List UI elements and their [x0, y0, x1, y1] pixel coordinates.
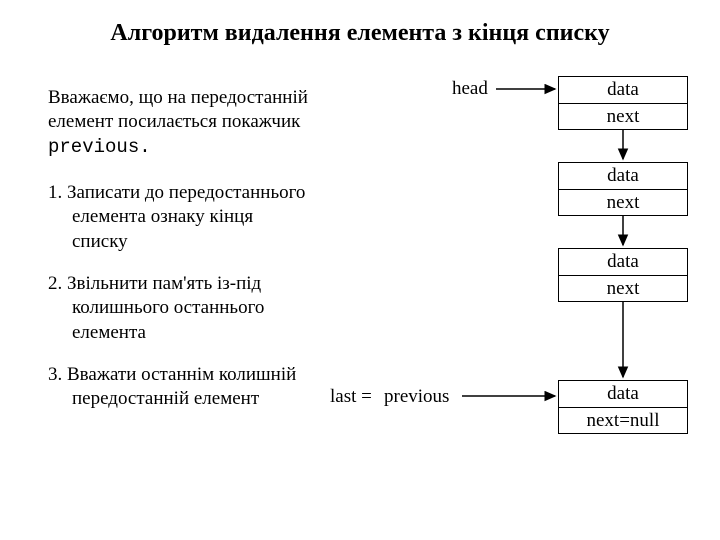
intro-paragraph: Вважаємо, що на передостанній елемент по… [48, 86, 378, 159]
last-eq-label: last = [330, 386, 372, 408]
step-1-line2: елемента ознаку кінця [48, 205, 378, 229]
step-1-line1: 1. Записати до передостаннього [48, 181, 378, 205]
text-column: Вважаємо, що на передостанній елемент по… [48, 86, 378, 429]
step-2: 2. Звільнити пам'ять із-під колишнього о… [48, 272, 378, 345]
step-1: 1. Записати до передостаннього елемента … [48, 181, 378, 254]
step-2-line3: елемента [48, 321, 378, 345]
intro-line2: елемент посилається покажчик [48, 111, 300, 132]
intro-line1: Вважаємо, що на передостанній [48, 87, 308, 108]
step-3-line1: 3. Вважати останнім колишній [48, 363, 378, 387]
linked-list-diagram: head last = previous data next data next… [440, 70, 700, 520]
step-3: 3. Вважати останнім колишній передостанн… [48, 363, 378, 412]
step-3-line2: передостанній елемент [48, 387, 378, 411]
intro-code: previous. [48, 136, 151, 158]
arrows-svg [440, 70, 700, 520]
step-1-line3: списку [48, 230, 378, 254]
step-2-line1: 2. Звільнити пам'ять із-під [48, 272, 378, 296]
step-2-line2: колишнього останнього [48, 296, 378, 320]
page-title: Алгоритм видалення елемента з кінця спис… [0, 20, 720, 47]
